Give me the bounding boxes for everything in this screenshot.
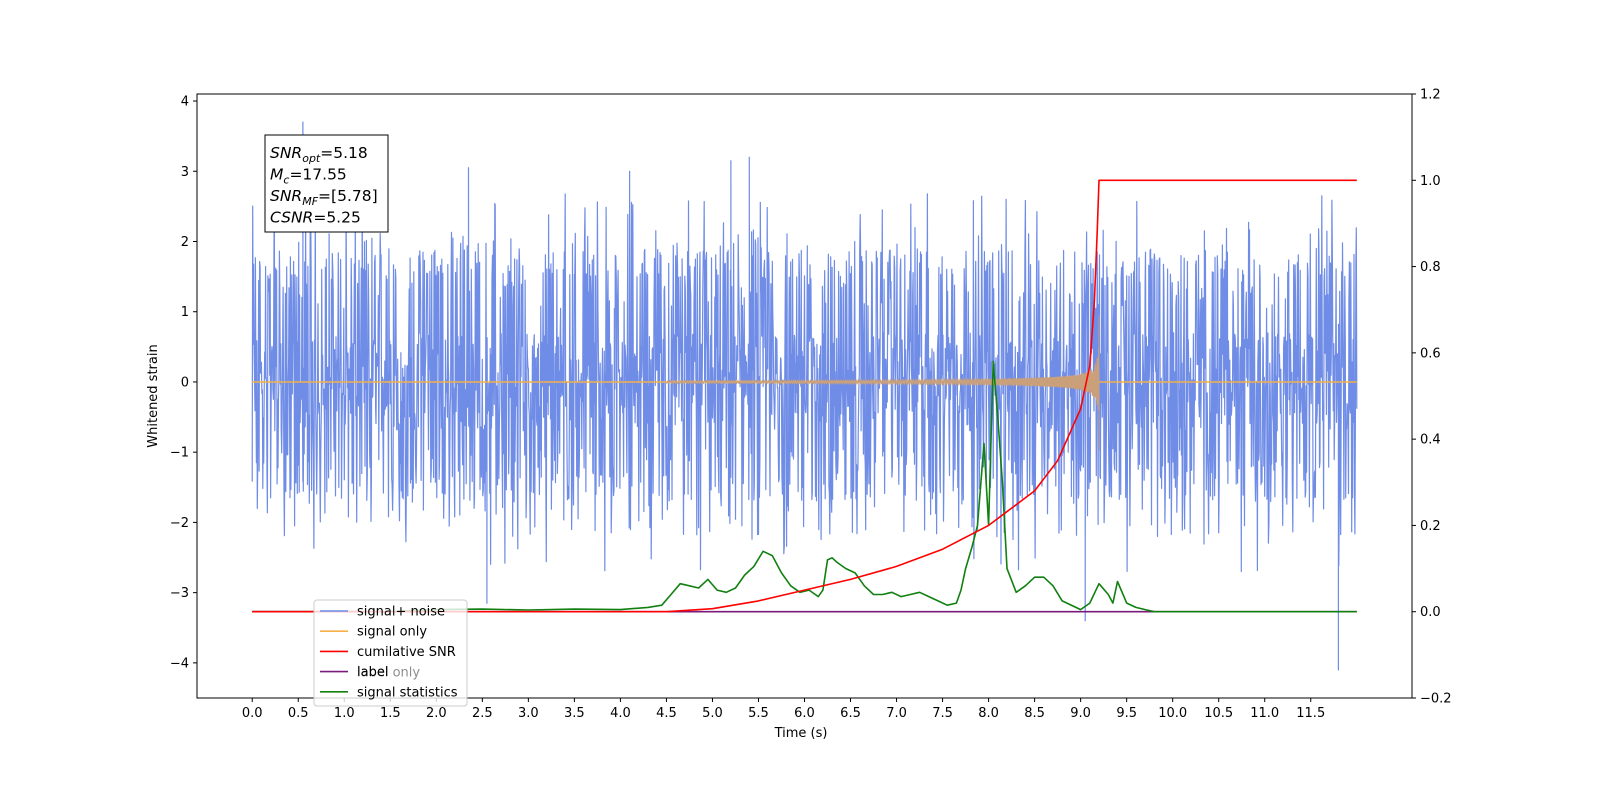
statistic-line: SNRMF=[5.78]	[270, 187, 378, 208]
y2-tick-label: 0.0	[1420, 605, 1441, 620]
statistics-box-frame	[264, 134, 389, 233]
signal-noise-series	[251, 121, 1358, 671]
legend-entry-label: label	[357, 665, 388, 680]
signal-statistics-line	[252, 360, 1357, 613]
x-tick-label: 2.0	[426, 706, 447, 721]
x-tick-label: 6.0	[794, 706, 815, 721]
x-axis-title: Time (s)	[774, 726, 828, 741]
statistic-line: SNRopt=5.18	[270, 144, 368, 165]
x-tick-label: 5.5	[748, 706, 769, 721]
y-tick-label: −1	[170, 446, 189, 461]
x-axis-ticks: 0.0 0.5 1.0 1.5 2.0 2.5 3.0 3.5 4.0 4.5 5.0 5.5 6.0 6…	[242, 698, 1325, 721]
statistic-line: CSNR=5.25	[270, 209, 361, 227]
x-tick-label: 8.5	[1024, 706, 1045, 721]
y-tick-label: −4	[170, 656, 189, 671]
y2-tick-label: 0.6	[1420, 346, 1441, 361]
signal-only-series	[252, 315, 1357, 451]
y-tick-label: 0	[181, 375, 189, 390]
y2-tick-label: 0.8	[1420, 260, 1441, 275]
legend-overlap-text: label only	[357, 666, 420, 681]
legend-frame	[313, 599, 468, 707]
y2-tick-label: 1.2	[1420, 88, 1441, 103]
x-tick-label: 10.5	[1204, 706, 1233, 721]
x-tick-label: 9.5	[1116, 706, 1137, 721]
y-axis-title: Whitened strain	[146, 344, 161, 447]
statistic-line: Mc=17.55	[270, 166, 347, 187]
x-tick-label: 8.0	[978, 706, 999, 721]
x-tick-label: 7.5	[932, 706, 953, 721]
legend-entry-label: signal only	[357, 625, 427, 640]
y-tick-label: 3	[181, 165, 189, 180]
signal-noise-line	[251, 121, 1358, 671]
y2-tick-label: 1.0	[1420, 174, 1441, 189]
legend-entry-label: signal+ noise	[357, 605, 445, 620]
y-tick-label: −3	[170, 586, 189, 601]
y-tick-label: −2	[170, 516, 189, 531]
y-tick-label: 2	[181, 235, 189, 250]
x-tick-label: 4.0	[610, 706, 631, 721]
y2-tick-label: −0.2	[1420, 692, 1452, 707]
signal-only-chirp	[666, 315, 1100, 451]
x-tick-label: 3.0	[518, 706, 539, 721]
x-tick-label: 1.0	[334, 706, 355, 721]
x-tick-label: 10.0	[1158, 706, 1187, 721]
x-tick-label: 5.0	[702, 706, 723, 721]
legend: label only signal+ noise signal only cumila…	[313, 599, 468, 707]
legend-entry-label: signal statistics	[357, 685, 458, 700]
x-tick-label: 1.5	[380, 706, 401, 721]
y-tick-label: 4	[181, 95, 189, 110]
x-tick-label: 11.5	[1296, 706, 1325, 721]
x-tick-label: 0.5	[288, 706, 309, 721]
x-tick-label: 3.5	[564, 706, 585, 721]
x-tick-label: 7.0	[886, 706, 907, 721]
y-axis-ticks: −4 −3 −2 −1 0 1 2 3 4	[170, 95, 197, 671]
legend-entry-label: cumilative SNR	[357, 645, 456, 660]
cumilative-SNR-line	[252, 179, 1357, 613]
y-tick-label: 1	[181, 305, 189, 320]
x-tick-label: 6.5	[840, 706, 861, 721]
x-tick-label: 9.0	[1070, 706, 1091, 721]
x-tick-label: 2.5	[472, 706, 493, 721]
y2-tick-label: 0.2	[1420, 519, 1441, 534]
x-tick-label: 4.5	[656, 706, 677, 721]
y2-axis-ticks: −0.2 0.0 0.2 0.4 0.6 0.8 1.0 1.2	[1412, 88, 1452, 707]
y2-tick-label: 0.4	[1420, 433, 1441, 448]
x-tick-label: 0.0	[242, 706, 263, 721]
x-tick-label: 11.0	[1250, 706, 1279, 721]
